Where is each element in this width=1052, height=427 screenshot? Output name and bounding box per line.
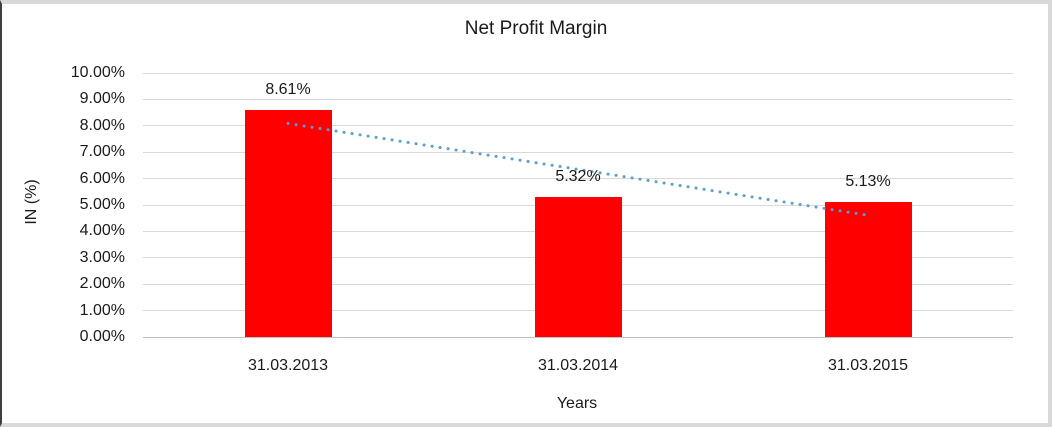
trendline — [286, 121, 870, 217]
x-tick-label: 31.03.2014 — [537, 357, 619, 374]
bar-data-label: 8.61% — [265, 80, 311, 98]
bar-31.03.2015 — [824, 201, 912, 337]
y-tick-label: 4.00% — [79, 222, 125, 240]
bar-31.03.2014 — [534, 196, 622, 337]
trendline-dotted-line — [286, 121, 870, 217]
y-tick-label: 0.00% — [79, 328, 125, 345]
y-tick-label: 1.00% — [79, 301, 125, 319]
y-tick-label: 6.00% — [79, 169, 125, 187]
y-tick-label: 5.00% — [79, 196, 125, 213]
y-tick-label: 7.00% — [79, 143, 125, 161]
y-tick-label: 8.00% — [79, 116, 125, 134]
chart-title: Net Profit Margin — [464, 18, 608, 39]
bar-31.03.2013 — [244, 109, 332, 337]
bar-data-label: 5.32% — [555, 167, 601, 185]
y-gridline — [143, 151, 1013, 153]
x-tick-label: 31.03.2013 — [247, 357, 329, 374]
y-axis-title: IN (%) — [23, 179, 40, 225]
y-tick-label: 10.00% — [70, 64, 125, 81]
x-axis-line — [143, 336, 1013, 338]
x-tick-label: 31.03.2015 — [827, 357, 909, 374]
plot-area: 8.61% 5.32% 5.13% — [143, 72, 1013, 338]
y-gridline — [143, 72, 1013, 74]
y-gridline — [143, 98, 1013, 100]
y-tick-label: 9.00% — [79, 90, 125, 108]
y-gridline — [143, 178, 1013, 180]
bar-data-label: 5.13% — [845, 172, 891, 190]
x-axis-title: Years — [556, 395, 598, 412]
y-gridline — [143, 125, 1013, 127]
y-tick-label: 3.00% — [79, 248, 125, 266]
y-tick-label: 2.00% — [79, 275, 125, 293]
